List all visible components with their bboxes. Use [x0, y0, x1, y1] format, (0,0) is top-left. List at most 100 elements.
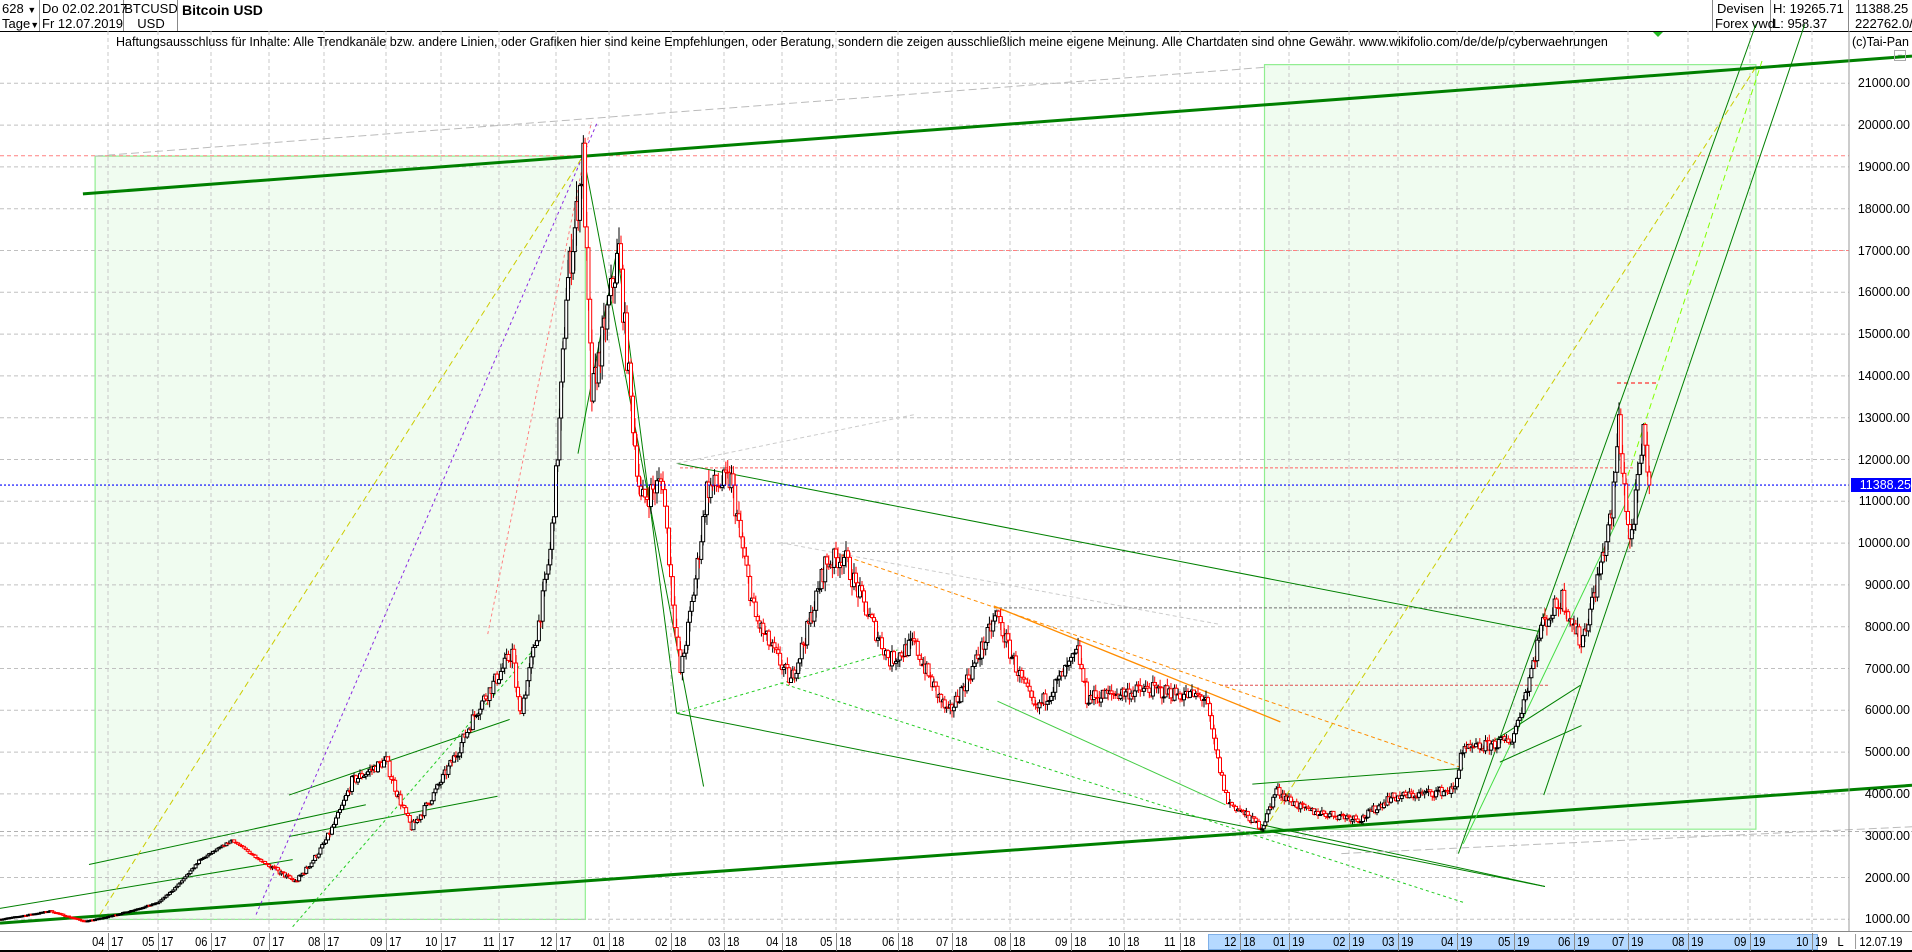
- x-tick-year: 18: [1074, 934, 1087, 949]
- candle-body: [674, 627, 679, 638]
- trendline: [0, 859, 293, 909]
- x-tick-month: 04: [92, 934, 105, 949]
- candle-body: [959, 686, 964, 703]
- candle-body: [1483, 740, 1488, 752]
- candle-body: [1618, 414, 1623, 455]
- x-tick-year: 18: [1183, 934, 1196, 949]
- bars-selector[interactable]: 628 ▼ Tage▼: [0, 0, 40, 31]
- x-tick: [671, 933, 672, 951]
- candle-body: [751, 597, 756, 603]
- x-tick-year: 17: [272, 934, 285, 949]
- candle-body: [880, 637, 884, 650]
- candle-body: [1506, 738, 1511, 743]
- x-tick-year: 18: [785, 934, 798, 949]
- candle-body: [1392, 792, 1397, 798]
- candle-body: [309, 862, 314, 868]
- candle-body: [502, 657, 507, 669]
- candle-body: [342, 799, 346, 806]
- candle-body: [1099, 697, 1104, 703]
- period-selector[interactable]: Tage▼: [2, 16, 39, 31]
- x-tick: [1349, 933, 1350, 951]
- candle-body: [1053, 679, 1058, 693]
- candle-body: [619, 243, 623, 270]
- collapse-icon[interactable]: −: [1894, 50, 1906, 61]
- x-tick: [1071, 933, 1072, 951]
- x-tick: [782, 933, 783, 951]
- y-tick-label: 3000.00: [1864, 828, 1910, 843]
- candle-body: [846, 550, 850, 558]
- x-tick-year: 18: [1013, 934, 1026, 949]
- x-tick-month: 08: [308, 934, 321, 949]
- last-price-label: 11388.25: [1851, 478, 1911, 493]
- x-tick-year: 17: [111, 934, 124, 949]
- x-tick: [1124, 933, 1125, 951]
- candle-body: [686, 621, 691, 646]
- x-tick: [556, 933, 557, 951]
- candle-body: [529, 656, 534, 669]
- selection-range[interactable]: [1208, 934, 1818, 950]
- candle-body: [1376, 805, 1381, 811]
- candle-body: [1081, 668, 1086, 682]
- candle-body: [1093, 690, 1098, 698]
- chart-header: 628 ▼ Tage▼ Do 02.02.2017 Fr 12.07.2019 …: [0, 0, 1912, 32]
- candle-body: [695, 557, 700, 580]
- candle-body: [517, 696, 522, 712]
- candle-body: [480, 700, 485, 710]
- candle-body: [915, 640, 920, 656]
- candle-body: [1599, 561, 1603, 575]
- x-tick: [158, 933, 159, 951]
- trendline: [88, 804, 366, 866]
- y-tick-label: 11000.00: [1858, 494, 1910, 509]
- candle-body: [886, 650, 890, 658]
- x-tick: [1180, 933, 1181, 951]
- candle-body: [446, 765, 451, 775]
- candle-body: [744, 555, 749, 566]
- candle-body: [586, 247, 591, 300]
- candle-body: [1562, 589, 1567, 612]
- trendline: [1264, 66, 1757, 830]
- x-tick-month: 09: [1734, 934, 1747, 949]
- candle-body: [842, 556, 846, 566]
- trendline: [0, 783, 1912, 925]
- y-tick-label: 10000.00: [1857, 536, 1910, 551]
- date-range[interactable]: Do 02.02.2017 Fr 12.07.2019: [40, 0, 127, 31]
- candle-body: [1069, 656, 1073, 662]
- candle-body: [615, 252, 619, 284]
- candle-body: [701, 516, 706, 543]
- candle-body: [491, 680, 496, 694]
- x-tick-month: 12: [540, 934, 553, 949]
- candle-body: [557, 417, 562, 461]
- candle-body: [860, 585, 864, 592]
- trendline: [82, 54, 1912, 196]
- bars-count: 628: [2, 1, 24, 16]
- candle-body: [629, 362, 633, 397]
- candle-body: [1529, 668, 1534, 679]
- candle-body: [1622, 472, 1627, 485]
- candle-body: [1586, 624, 1591, 632]
- x-tick-month: 07: [1612, 934, 1625, 949]
- x-tick: [836, 933, 837, 951]
- candle-body: [991, 620, 996, 632]
- candle-body: [748, 576, 753, 602]
- x-tick-year: 19: [1815, 934, 1828, 949]
- candle-body: [740, 536, 745, 549]
- candle-body: [687, 610, 692, 623]
- candle-body: [1019, 670, 1024, 678]
- candle-body: [1208, 703, 1212, 717]
- candle-body: [382, 759, 386, 768]
- candle-body: [1168, 688, 1173, 699]
- candle-body: [554, 465, 558, 518]
- exchange-source: Forex vwd: [1715, 16, 1775, 31]
- x-tick-month: 08: [994, 934, 1007, 949]
- candle-body: [531, 646, 536, 658]
- candle-body: [356, 778, 360, 783]
- candle-body: [1288, 796, 1293, 803]
- trendline: [676, 414, 915, 464]
- x-axis[interactable]: 04 17 05 17 06 17 07 17 08 17 09 17 10 17 11 17 12 17 01 18…: [0, 931, 1912, 952]
- x-tick-year: 17: [327, 934, 340, 949]
- candle-body: [584, 226, 589, 249]
- candle-body: [625, 312, 629, 371]
- date-to: Fr 12.07.2019: [42, 16, 123, 31]
- x-tick-year: 19: [1517, 934, 1530, 949]
